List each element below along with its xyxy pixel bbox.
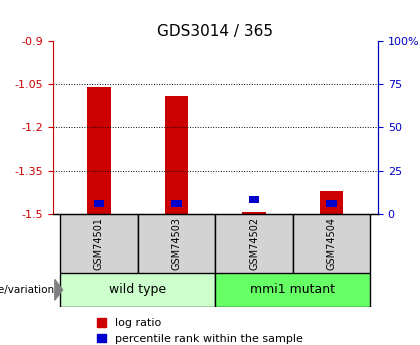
Bar [60, 273, 215, 307]
Bar [249, 196, 260, 203]
Bar [242, 212, 265, 214]
Bar [171, 200, 182, 207]
Text: GSM74503: GSM74503 [171, 217, 181, 269]
Bar [87, 87, 110, 214]
Bar [215, 214, 293, 273]
Bar [60, 214, 138, 273]
Bar [326, 200, 337, 207]
Bar [94, 200, 105, 207]
Bar [320, 191, 343, 214]
Text: genotype/variation: genotype/variation [0, 285, 54, 295]
Legend: log ratio, percentile rank within the sample: log ratio, percentile rank within the sa… [92, 314, 307, 345]
Bar [215, 273, 370, 307]
Text: wild type: wild type [109, 283, 166, 296]
Text: mmi1 mutant: mmi1 mutant [250, 283, 335, 296]
Title: GDS3014 / 365: GDS3014 / 365 [157, 24, 273, 39]
Text: GSM74504: GSM74504 [326, 217, 336, 269]
Text: GSM74502: GSM74502 [249, 217, 259, 270]
Bar [293, 214, 370, 273]
Polygon shape [55, 279, 63, 300]
Bar [138, 214, 215, 273]
Text: GSM74501: GSM74501 [94, 217, 104, 269]
Bar [165, 96, 188, 214]
